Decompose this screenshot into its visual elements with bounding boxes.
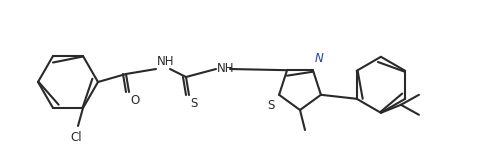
Text: NH: NH xyxy=(157,55,174,68)
Text: N: N xyxy=(315,52,324,65)
Text: Cl: Cl xyxy=(70,131,82,144)
Text: S: S xyxy=(268,99,275,112)
Text: NH: NH xyxy=(217,62,234,75)
Text: O: O xyxy=(130,94,139,107)
Text: S: S xyxy=(190,97,197,110)
